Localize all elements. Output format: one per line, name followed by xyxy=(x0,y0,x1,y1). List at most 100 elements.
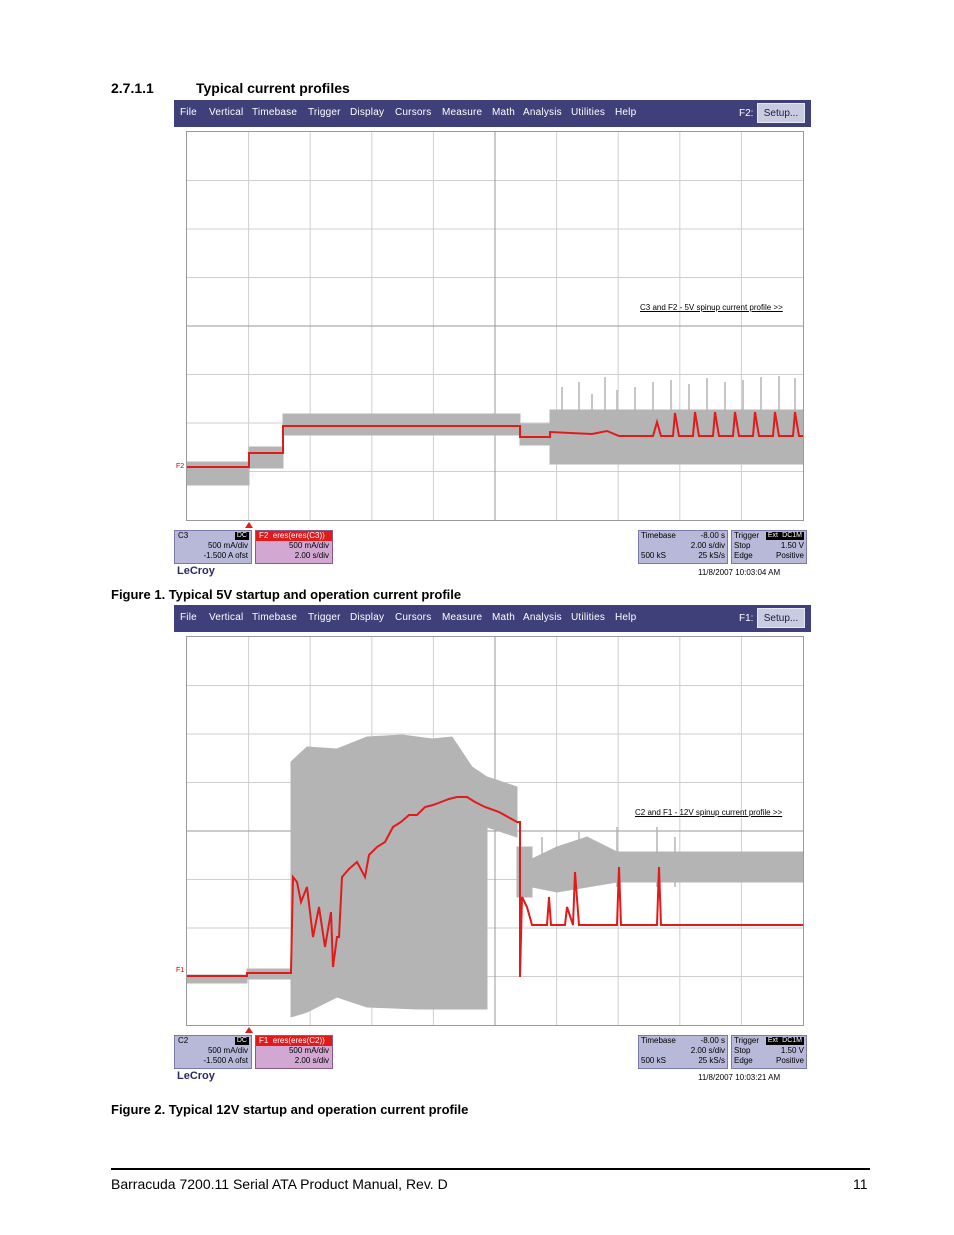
timebase-label: Timebase xyxy=(641,1036,676,1045)
filtered-current-trace-f1 xyxy=(187,796,803,978)
channel-scale: 500 mA/div xyxy=(207,541,248,550)
trigger-slope: Positive xyxy=(775,1056,804,1065)
timebase-label: Timebase xyxy=(641,531,676,540)
raw-spikes-c3 xyxy=(561,376,796,422)
footer-divider xyxy=(111,1168,870,1170)
timebase-samples: 500 kS xyxy=(641,1056,666,1065)
section-title: Typical current profiles xyxy=(196,80,350,96)
menu-timebase[interactable]: Timebase xyxy=(252,107,298,118)
scope-menubar: File Vertical Timebase Trigger Display C… xyxy=(174,605,811,632)
coupling-badge: DC xyxy=(234,1037,249,1045)
menu-measure[interactable]: Measure xyxy=(442,107,483,118)
menu-measure[interactable]: Measure xyxy=(442,612,483,623)
function-scale: 500 mA/div xyxy=(288,1046,329,1055)
timebase-rate: 25 kS/s xyxy=(698,1056,725,1065)
timebase-samples: 500 kS xyxy=(641,551,666,560)
menu-utilities[interactable]: Utilities xyxy=(571,107,606,118)
figure-caption: Figure 2. Typical 12V startup and operat… xyxy=(111,1102,469,1117)
trigger-coupling-badge: DC1M xyxy=(780,532,804,540)
trigger-label: Trigger xyxy=(734,531,760,540)
filtered-current-trace-f2 xyxy=(187,411,803,468)
timebase-panel[interactable]: Timebase -8.00 s 2.00 s/div 500 kS 25 kS/s xyxy=(638,1035,728,1069)
menu-file[interactable]: File xyxy=(180,107,197,118)
function-title: eres(eres(C3)) xyxy=(272,531,325,540)
trigger-type: Edge xyxy=(734,1056,753,1065)
timestamp: 11/8/2007 10:03:21 AM xyxy=(698,1073,781,1082)
scope-menubar: File Vertical Timebase Trigger Display C… xyxy=(174,100,811,127)
page-number: 11 xyxy=(853,1176,868,1192)
function-time: 2.00 s/div xyxy=(294,1056,329,1065)
trigger-point-icon xyxy=(245,1027,253,1033)
trigger-level: 1.50 V xyxy=(780,1046,804,1055)
menu-trigger[interactable]: Trigger xyxy=(308,612,341,623)
timebase-panel[interactable]: Timebase -8.00 s 2.00 s/div 500 kS 25 kS/s xyxy=(638,530,728,564)
trigger-mode: Stop xyxy=(734,1046,751,1055)
trace-marker: F2 xyxy=(176,463,185,470)
waveform-display: C3 and F2 - 5V spinup current profile >>… xyxy=(176,131,804,521)
menu-display[interactable]: Display xyxy=(350,107,385,118)
channel-c-panel[interactable]: C2 DC 500 mA/div -1.500 A ofst xyxy=(174,1035,252,1069)
waveform-display: C2 and F1 - 12V spinup current profile >… xyxy=(176,636,804,1026)
timestamp: 11/8/2007 10:03:04 AM xyxy=(698,568,781,577)
menu-help[interactable]: Help xyxy=(615,107,637,118)
footer-title: Barracuda 7200.11 Serial ATA Product Man… xyxy=(111,1176,448,1192)
section-heading: 2.7.1.1 Typical current profiles xyxy=(111,80,350,96)
timebase-per-div: 2.00 s/div xyxy=(690,1046,725,1055)
waveform-grid xyxy=(187,637,803,1025)
channel-offset: -1.500 A ofst xyxy=(203,1056,248,1065)
menu-help[interactable]: Help xyxy=(615,612,637,623)
trace-marker: F1 xyxy=(176,967,185,974)
trigger-source-badge: Ext xyxy=(765,532,780,540)
menu-math[interactable]: Math xyxy=(492,107,516,118)
timebase-rate: 25 kS/s xyxy=(698,551,725,560)
function-label: F1: xyxy=(739,613,754,624)
function-label: F2: xyxy=(739,108,754,119)
menu-cursors[interactable]: Cursors xyxy=(395,107,432,118)
trigger-mode: Stop xyxy=(734,541,751,550)
channel-scale: 500 mA/div xyxy=(207,1046,248,1055)
menu-utilities[interactable]: Utilities xyxy=(571,612,606,623)
trigger-type: Edge xyxy=(734,551,753,560)
trigger-coupling-badge: DC1M xyxy=(780,1037,804,1045)
menu-trigger[interactable]: Trigger xyxy=(308,107,341,118)
menu-math[interactable]: Math xyxy=(492,612,516,623)
function-time: 2.00 s/div xyxy=(294,551,329,560)
trigger-slope: Positive xyxy=(775,551,804,560)
function-title: eres(eres(C2)) xyxy=(272,1036,325,1045)
section-number: 2.7.1.1 xyxy=(111,80,154,96)
menu-analysis[interactable]: Analysis xyxy=(523,107,562,118)
trace-annotation: C2 and F1 - 12V spinup current profile >… xyxy=(635,808,783,817)
menu-timebase[interactable]: Timebase xyxy=(252,612,298,623)
setup-button[interactable]: Setup... xyxy=(757,103,805,123)
channel-offset: -1.500 A ofst xyxy=(203,551,248,560)
trigger-label: Trigger xyxy=(734,1036,760,1045)
lecroy-logo: LeCroy xyxy=(177,565,215,577)
waveform-grid xyxy=(187,132,803,520)
function-name: F2 xyxy=(259,531,269,540)
menu-file[interactable]: File xyxy=(180,612,197,623)
trigger-source-badge: Ext xyxy=(765,1037,780,1045)
figure-caption: Figure 1. Typical 5V startup and operati… xyxy=(111,587,462,602)
menu-vertical[interactable]: Vertical xyxy=(209,612,244,623)
oscilloscope-5v: File Vertical Timebase Trigger Display C… xyxy=(174,100,811,577)
menu-cursors[interactable]: Cursors xyxy=(395,612,432,623)
setup-button[interactable]: Setup... xyxy=(757,608,805,628)
channel-name: C3 xyxy=(178,531,189,540)
lecroy-logo: LeCroy xyxy=(177,1070,215,1082)
raw-spikes-c2 xyxy=(541,827,676,887)
channel-c-panel[interactable]: C3 DC 500 mA/div -1.500 A ofst xyxy=(174,530,252,564)
timebase-per-div: 2.00 s/div xyxy=(690,541,725,550)
timebase-delay: -8.00 s xyxy=(700,1036,725,1045)
oscilloscope-12v: File Vertical Timebase Trigger Display C… xyxy=(174,605,811,1082)
trigger-panel[interactable]: Trigger Ext DC1M Stop 1.50 V Edge Positive xyxy=(731,1035,807,1069)
trigger-point-icon xyxy=(245,522,253,528)
trace-annotation: C3 and F2 - 5V spinup current profile >> xyxy=(640,303,783,312)
menu-display[interactable]: Display xyxy=(350,612,385,623)
menu-analysis[interactable]: Analysis xyxy=(523,612,562,623)
channel-f-panel[interactable]: F2 eres(eres(C3)) 500 mA/div 2.00 s/div xyxy=(255,530,333,564)
raw-current-trace-c2 xyxy=(187,734,803,1018)
trigger-panel[interactable]: Trigger Ext DC1M Stop 1.50 V Edge Positive xyxy=(731,530,807,564)
channel-f-panel[interactable]: F1 eres(eres(C2)) 500 mA/div 2.00 s/div xyxy=(255,1035,333,1069)
menu-vertical[interactable]: Vertical xyxy=(209,107,244,118)
function-scale: 500 mA/div xyxy=(288,541,329,550)
